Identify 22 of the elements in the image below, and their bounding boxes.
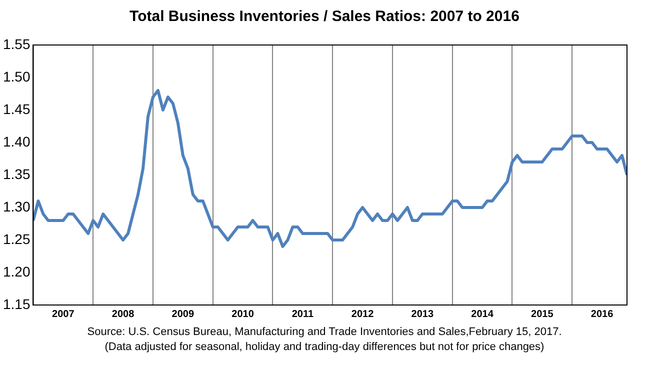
text: (Data adjusted for seasonal, holiday and trading-day differences but not for price changes)	[104, 340, 546, 355]
x-tick-label: 2013	[411, 308, 434, 320]
y-tick-label: 1.50	[3, 68, 30, 84]
x-tick-label: 2008	[112, 308, 135, 320]
x-tick-label: 2010	[232, 308, 254, 320]
source-note: Source: U.S. Census Bureau, Manufacturing and Trade Inventories and Sales,February 15, 2017.	[86, 325, 563, 340]
y-tick-label: 1.40	[3, 133, 30, 150]
x-tick-label: 2015	[531, 308, 554, 320]
x-tick-label: 2016	[590, 308, 614, 320]
y-tick-label: 1.55	[3, 36, 30, 52]
x-tick-label: 2012	[351, 308, 374, 320]
chart-title: Total Business Inventories / Sales Ratios: 2007 to 2016	[128, 8, 520, 25]
y-tick-label: 1.35	[3, 166, 30, 182]
x-tick-label: 2007	[52, 308, 75, 320]
y-tick-label: 1.45	[3, 100, 30, 117]
x-tick-label: 2009	[172, 308, 194, 320]
y-tick-label: 1.20	[3, 263, 30, 280]
x-tick-label: 2011	[292, 308, 314, 320]
y-tick-label: 1.30	[3, 198, 30, 214]
y-tick-label: 1.15	[3, 296, 30, 312]
y-tick-label: 1.25	[3, 230, 30, 247]
x-tick-label: 2014	[471, 308, 494, 320]
